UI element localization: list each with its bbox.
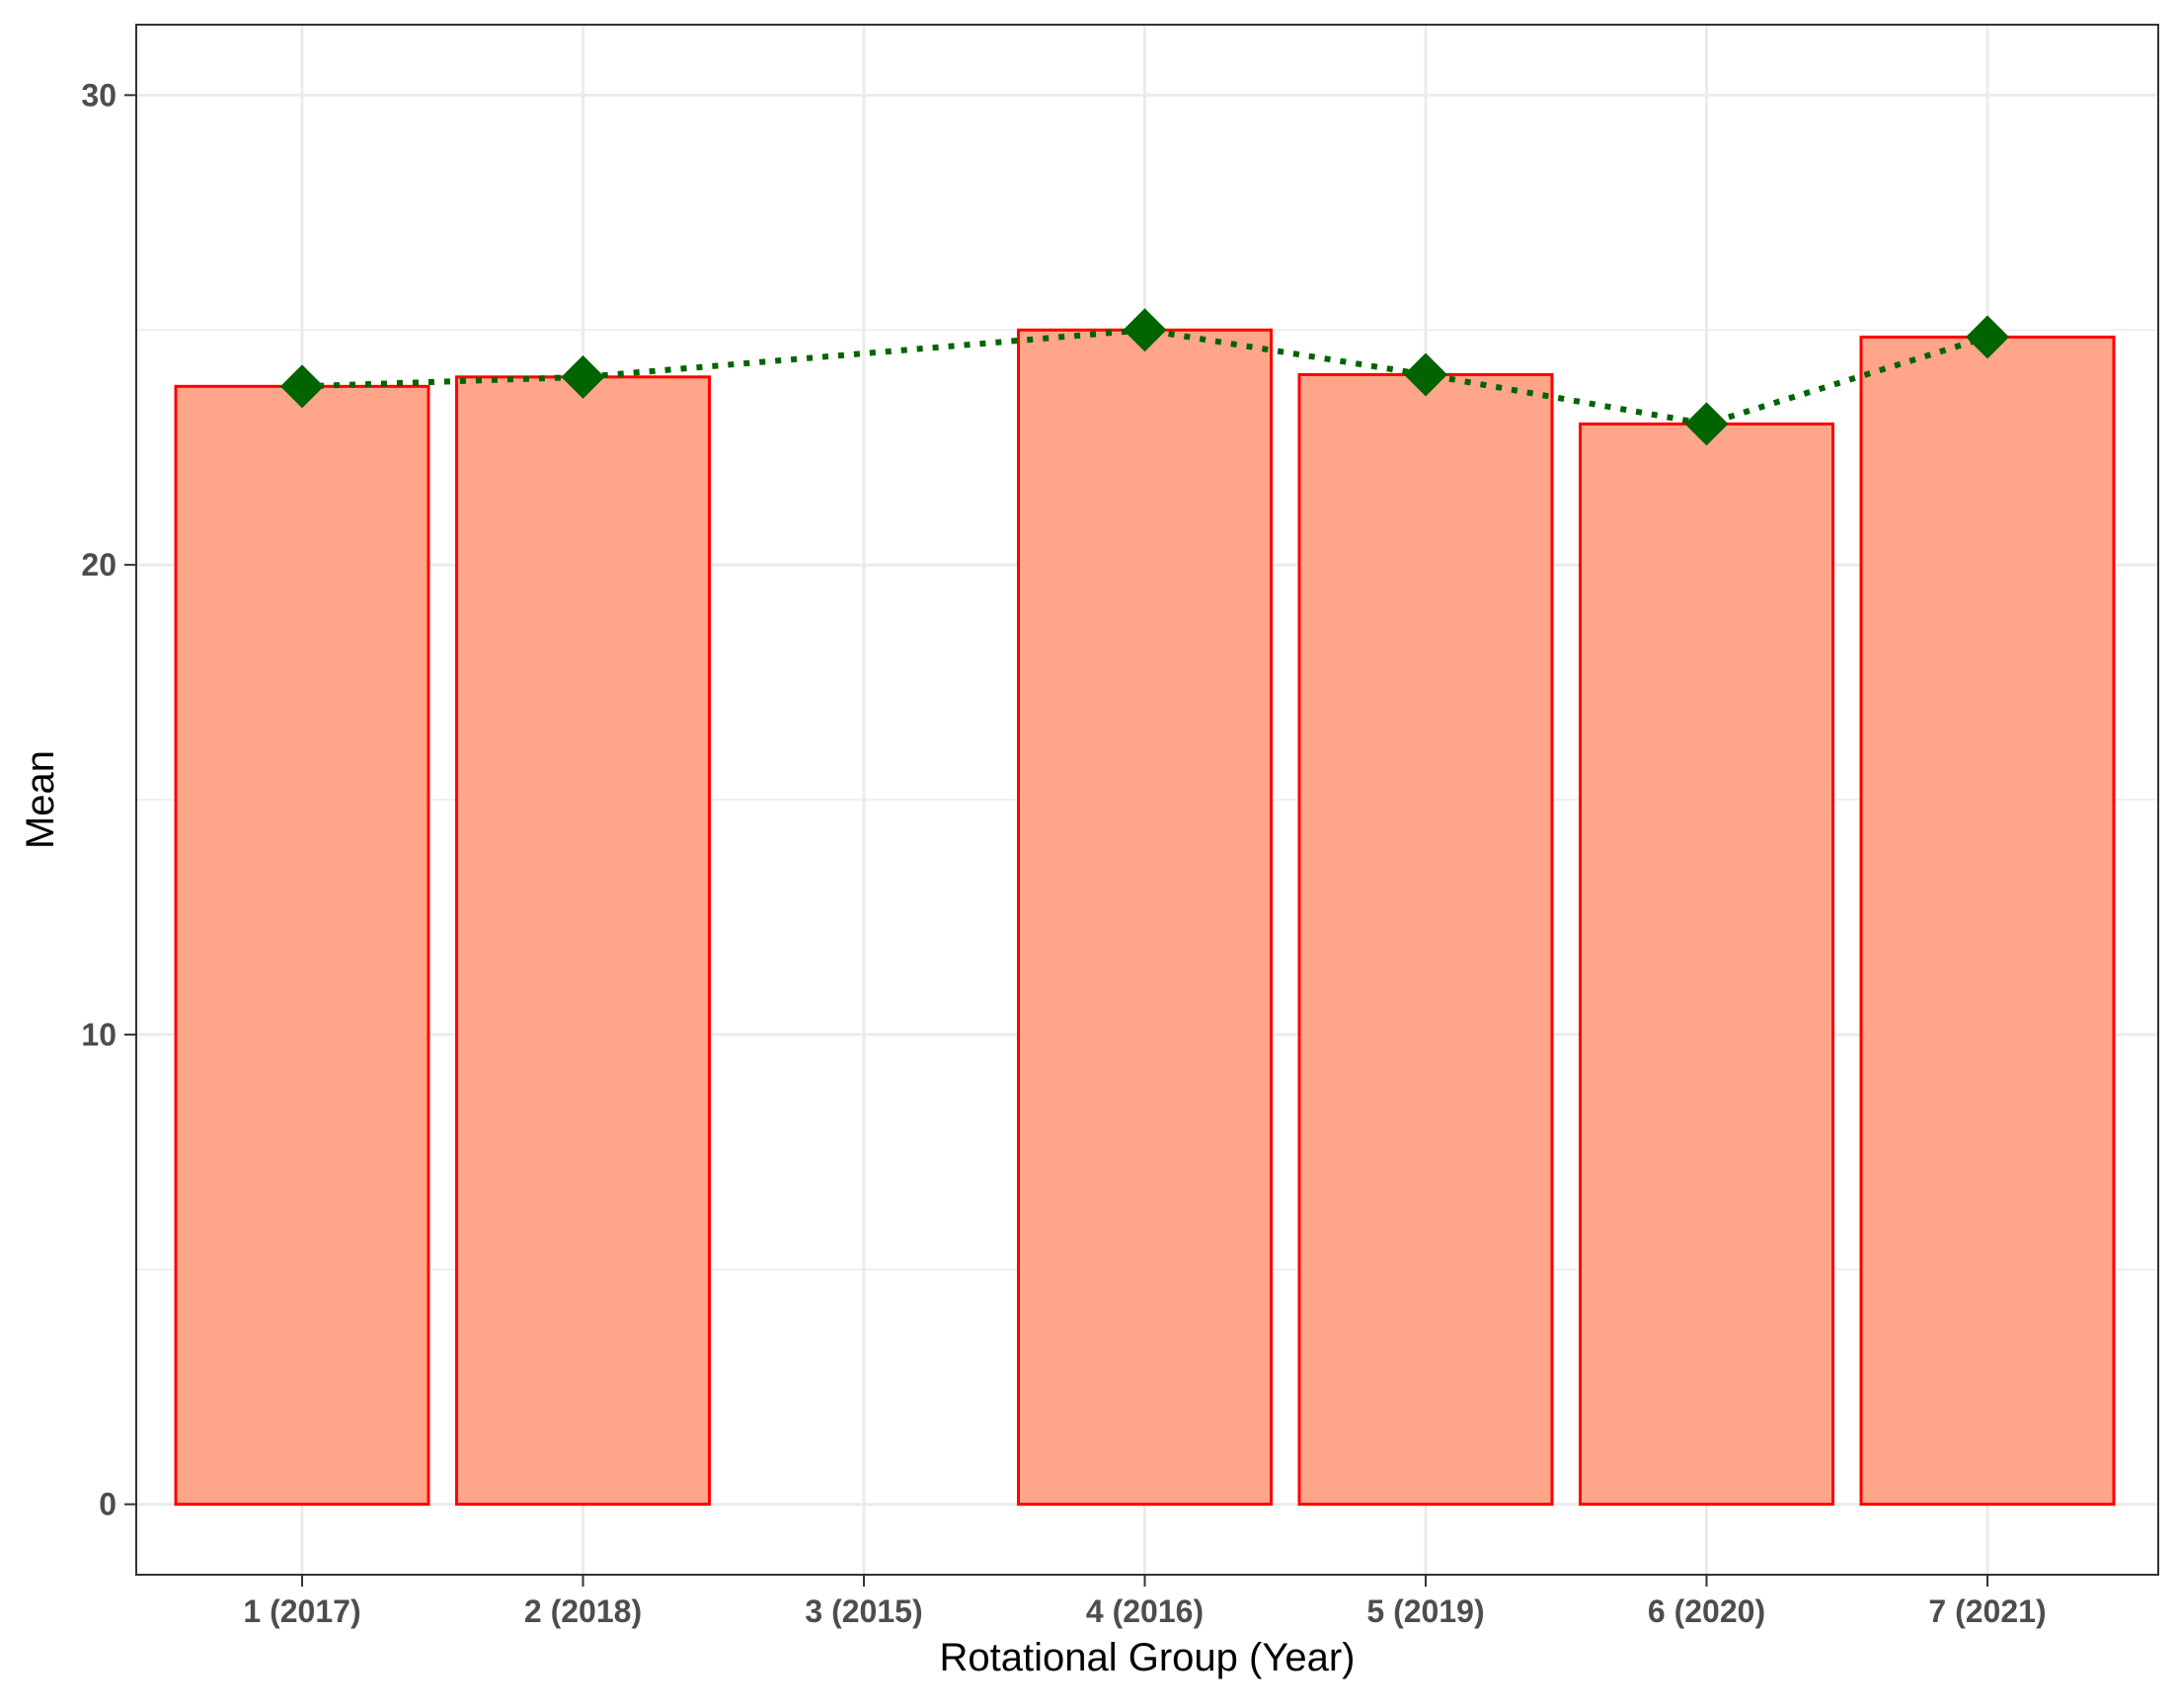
bar: [1859, 335, 2116, 1507]
bar: [455, 375, 711, 1507]
x-tick-label: 5 (2019): [1366, 1593, 1484, 1629]
data-point-marker: [1966, 315, 2009, 359]
x-axis: 1 (2017) 2 (2018) 3 (2015) 4 (2016) 5 (2019)…: [243, 1575, 2047, 1629]
bar: [1017, 328, 1273, 1507]
y-axis: 0 10 20 30: [81, 77, 136, 1522]
bar: [174, 384, 430, 1507]
y-tick-label: 0: [99, 1487, 117, 1522]
data-point-marker: [1684, 402, 1729, 446]
y-tick-label: 30: [81, 77, 117, 113]
data-point-marker: [561, 354, 605, 399]
x-axis-title: Rotational Group (Year): [940, 1636, 1356, 1679]
y-tick-label: 20: [81, 547, 117, 582]
panel-border: [135, 24, 2159, 1576]
bar: [1297, 372, 1554, 1507]
y-axis-title: Mean: [19, 750, 62, 849]
x-tick-label: 2 (2018): [524, 1593, 642, 1629]
y-tick-label: 10: [81, 1017, 117, 1052]
bars-group: [174, 328, 2116, 1507]
x-tick-label: 6 (2020): [1648, 1593, 1765, 1629]
data-point-marker: [1404, 352, 1447, 397]
markers-group: [280, 308, 2009, 446]
bar: [1579, 422, 1834, 1507]
data-point-marker: [280, 364, 324, 409]
x-tick-label: 1 (2017): [243, 1593, 360, 1629]
x-tick-label: 4 (2016): [1086, 1593, 1204, 1629]
x-tick-label: 3 (2015): [805, 1593, 922, 1629]
data-point-marker: [1123, 308, 1167, 352]
x-tick-label: 7 (2021): [1928, 1593, 2046, 1629]
